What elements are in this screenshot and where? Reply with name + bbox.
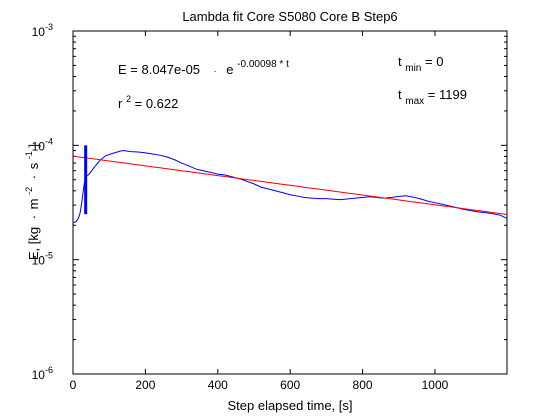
y-axis-label-unit1: m	[26, 198, 41, 209]
x-ticks: 0 200 400 600 800 1000	[70, 31, 449, 392]
r2-annotation: r 2 = 0.622	[118, 90, 178, 111]
chart-title: Lambda fit Core S5080 Core B Step6	[182, 9, 397, 24]
y-axis-label-unit2: s	[26, 162, 41, 169]
y-tick-label: 10-3	[32, 22, 53, 39]
tmax-base: t	[398, 87, 402, 102]
x-tick-label: 600	[280, 378, 300, 392]
y-axis-label-dot: ·	[26, 215, 41, 219]
r2-value: = 0.622	[135, 96, 179, 111]
y-axis-label-main: E, [kg	[26, 227, 41, 260]
tmax-annotation: t max = 1199	[398, 87, 467, 107]
equation-annotation: E = 8.047e-05 · e -0.00098 * t	[118, 59, 289, 77]
tmin-annotation: t min = 0	[398, 54, 443, 74]
x-axis-label: Step elapsed time, [s]	[227, 398, 352, 413]
y-tick-label: 10-4	[32, 136, 53, 153]
y-ticks: 10-6 10-5 10-4 10-3	[32, 22, 507, 382]
equation-base: e	[226, 62, 233, 77]
y-tick-label: 10-5	[32, 251, 53, 268]
y-axis-label-close: ]	[26, 144, 41, 148]
y-axis-label-dot2: ·	[26, 175, 41, 179]
y-axis-label: E, [kg · m -2 · s -1 ]	[20, 144, 41, 260]
plot-area	[72, 30, 508, 375]
x-tick-label: 400	[208, 378, 228, 392]
equation-lhs: E = 8.047e-05	[118, 62, 200, 77]
series-layer	[72, 145, 508, 224]
y-axis-label-exp1: -2	[24, 187, 34, 195]
y-axis-label-exp2: -1	[24, 151, 34, 159]
measured-series-line	[72, 150, 508, 224]
y-tick-label: 10-6	[32, 365, 53, 382]
tmax-value: = 1199	[428, 87, 467, 102]
x-tick-label: 0	[70, 378, 77, 392]
x-tick-label: 800	[353, 378, 373, 392]
x-tick-label: 1000	[422, 378, 449, 392]
r2-exp: 2	[126, 94, 131, 104]
tmin-sub: min	[405, 63, 421, 74]
equation-dot: ·	[214, 66, 217, 76]
x-tick-label: 200	[135, 378, 155, 392]
tmax-sub: max	[405, 96, 424, 107]
equation-exponent: -0.00098 * t	[237, 59, 289, 70]
tmin-base: t	[398, 54, 402, 69]
tmin-value: = 0	[425, 54, 443, 69]
fit-series-line	[72, 155, 508, 215]
r2-base: r	[118, 96, 123, 111]
